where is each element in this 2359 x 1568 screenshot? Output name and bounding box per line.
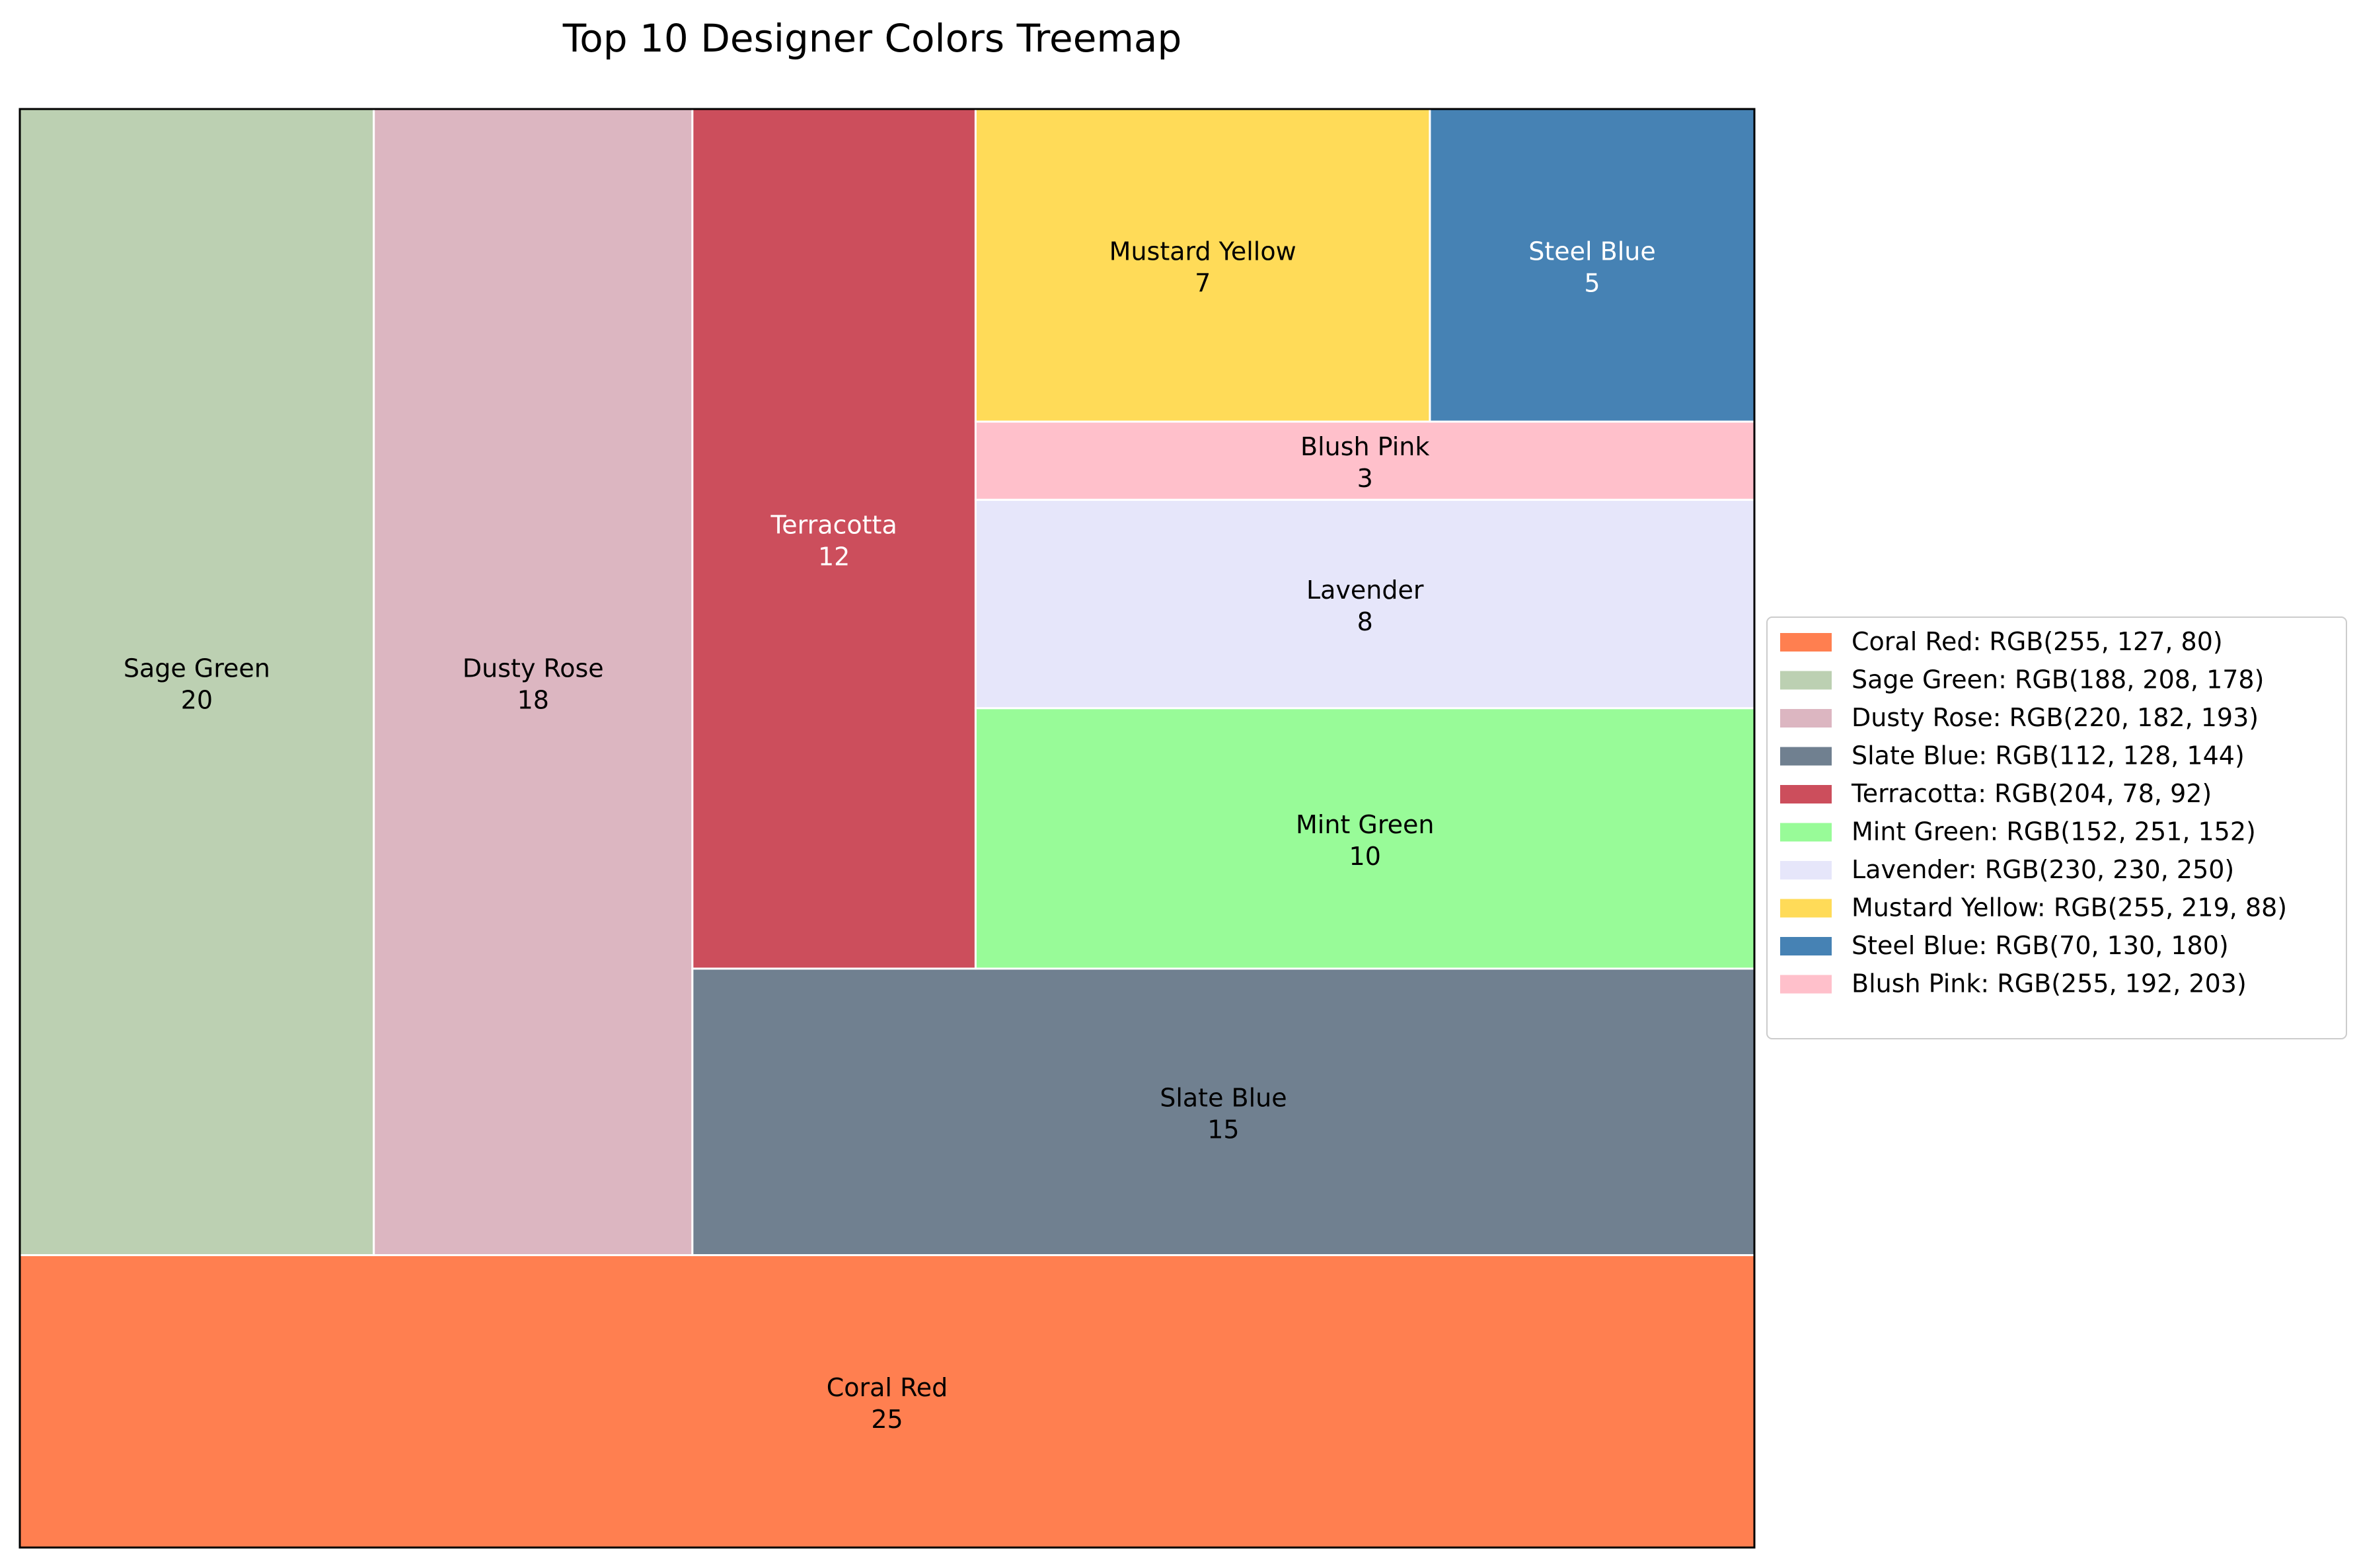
legend-separator: : [1973, 627, 1990, 656]
legend-swatch-terracotta [1780, 785, 1832, 803]
treemap-cell-mustard-yellow [974, 108, 1431, 423]
legend-rgb-slate-blue: RGB(112, 128, 144) [1995, 741, 2244, 770]
treemap-value-lavender: 8 [1357, 607, 1373, 636]
treemap-cell-coral-red [19, 1254, 1756, 1549]
treemap-cells [19, 108, 1756, 1549]
legend-entry-terracotta: Terracotta: RGB(204, 78, 92) [1851, 779, 2212, 808]
treemap-cell-sage-green [19, 108, 375, 1257]
legend-swatch-slate-blue [1780, 747, 1832, 766]
legend-entry-lavender: Lavender: RGB(230, 230, 250) [1852, 855, 2234, 884]
legend-swatch-coral-red [1780, 633, 1832, 652]
legend-entry-dusty-rose: Dusty Rose: RGB(220, 182, 193) [1852, 703, 2259, 732]
legend-frame [1766, 616, 2347, 1039]
legend-rgb-mustard-yellow: RGB(255, 219, 88) [2054, 893, 2287, 922]
chart-title: Top 10 Designer Colors Treemap [562, 16, 1182, 61]
treemap-label-mustard-yellow: Mustard Yellow [1109, 237, 1296, 266]
legend-rgb-steel-blue: RGB(70, 130, 180) [1995, 931, 2228, 960]
legend-swatch-lavender [1780, 861, 1832, 879]
treemap-label-mint-green: Mint Green [1296, 810, 1434, 839]
legend-rgb-lavender: RGB(230, 230, 250) [1985, 855, 2234, 884]
legend-swatch-mustard-yellow [1780, 899, 1832, 918]
legend-entry-coral-red: Coral Red: RGB(255, 127, 80) [1852, 627, 2223, 656]
treemap-value-mustard-yellow: 7 [1195, 269, 1211, 298]
legend-swatch-blush-pink [1780, 975, 1832, 994]
legend-rgb-blush-pink: RGB(255, 192, 203) [1997, 969, 2246, 998]
legend-separator: : [1998, 665, 2015, 694]
legend-swatch-steel-blue [1780, 937, 1832, 955]
treemap-value-sage-green: 20 [181, 685, 213, 714]
legend-name-mustard-yellow: Mustard Yellow [1852, 893, 2038, 922]
legend-rgb-coral-red: RGB(255, 127, 80) [1989, 627, 2222, 656]
treemap-value-mint-green: 10 [1349, 842, 1381, 871]
legend-name-dusty-rose: Dusty Rose [1852, 703, 1993, 732]
treemap-label-steel-blue: Steel Blue [1528, 237, 1656, 266]
legend-rgb-sage-green: RGB(188, 208, 178) [2015, 665, 2264, 694]
treemap-label-slate-blue: Slate Blue [1160, 1084, 1287, 1113]
legend-separator: : [1990, 817, 2006, 846]
treemap-label-blush-pink: Blush Pink [1300, 432, 1429, 461]
treemap-cell-terracotta [691, 108, 977, 970]
legend-entry-blush-pink: Blush Pink: RGB(255, 192, 203) [1852, 969, 2247, 998]
legend-separator: : [1978, 779, 1994, 808]
legend-name-lavender: Lavender [1852, 855, 1969, 884]
treemap-label-terracotta: Terracotta [770, 510, 897, 539]
treemap-value-coral-red: 25 [871, 1405, 903, 1434]
treemap-cell-steel-blue [1429, 108, 1756, 423]
legend-name-sage-green: Sage Green [1852, 665, 1998, 694]
legend-name-steel-blue: Steel Blue [1852, 931, 1979, 960]
legend-separator: : [1968, 855, 1985, 884]
legend-name-terracotta: Terracotta [1851, 779, 1978, 808]
legend-name-slate-blue: Slate Blue [1852, 741, 1978, 770]
legend-separator: : [1993, 703, 2009, 732]
legend-separator: : [1978, 741, 1995, 770]
treemap-cell-blush-pink [974, 420, 1756, 501]
legend-entry-sage-green: Sage Green: RGB(188, 208, 178) [1852, 665, 2264, 694]
treemap-cell-lavender [974, 498, 1756, 710]
treemap-label-sage-green: Sage Green [124, 653, 270, 683]
treemap-cell-mint-green [974, 707, 1756, 970]
legend-entry-mustard-yellow: Mustard Yellow: RGB(255, 219, 88) [1852, 893, 2287, 922]
legend-swatch-sage-green [1780, 671, 1832, 690]
legend-separator: : [1979, 931, 1996, 960]
legend-separator: : [2037, 893, 2054, 922]
legend-swatch-mint-green [1780, 823, 1832, 842]
legend-separator: : [1980, 969, 1997, 998]
legend-entry-steel-blue: Steel Blue: RGB(70, 130, 180) [1852, 931, 2229, 960]
legend-swatch-dusty-rose [1780, 709, 1832, 728]
treemap-value-dusty-rose: 18 [517, 685, 549, 714]
legend-rgb-mint-green: RGB(152, 251, 152) [2006, 817, 2255, 846]
treemap-cell-slate-blue [691, 967, 1756, 1257]
treemap-value-slate-blue: 15 [1207, 1115, 1239, 1144]
legend: Coral Red: RGB(255, 127, 80) Sage Green: … [1766, 616, 2347, 1039]
plot-frame [19, 108, 1756, 1549]
legend-name-mint-green: Mint Green [1852, 817, 1990, 846]
treemap-label-coral-red: Coral Red [827, 1373, 948, 1402]
treemap-label-lavender: Lavender [1306, 576, 1424, 605]
treemap-value-terracotta: 12 [818, 542, 850, 571]
legend-rgb-terracotta: RGB(204, 78, 92) [1994, 779, 2212, 808]
treemap-label-dusty-rose: Dusty Rose [463, 653, 604, 683]
legend-rgb-dusty-rose: RGB(220, 182, 193) [2009, 703, 2259, 732]
legend-entry-slate-blue: Slate Blue: RGB(112, 128, 144) [1852, 741, 2245, 770]
legend-entry-mint-green: Mint Green: RGB(152, 251, 152) [1852, 817, 2256, 846]
treemap-value-steel-blue: 5 [1584, 269, 1600, 298]
legend-name-blush-pink: Blush Pink [1852, 969, 1980, 998]
treemap-value-blush-pink: 3 [1357, 464, 1373, 493]
legend-name-coral-red: Coral Red [1852, 627, 1973, 656]
